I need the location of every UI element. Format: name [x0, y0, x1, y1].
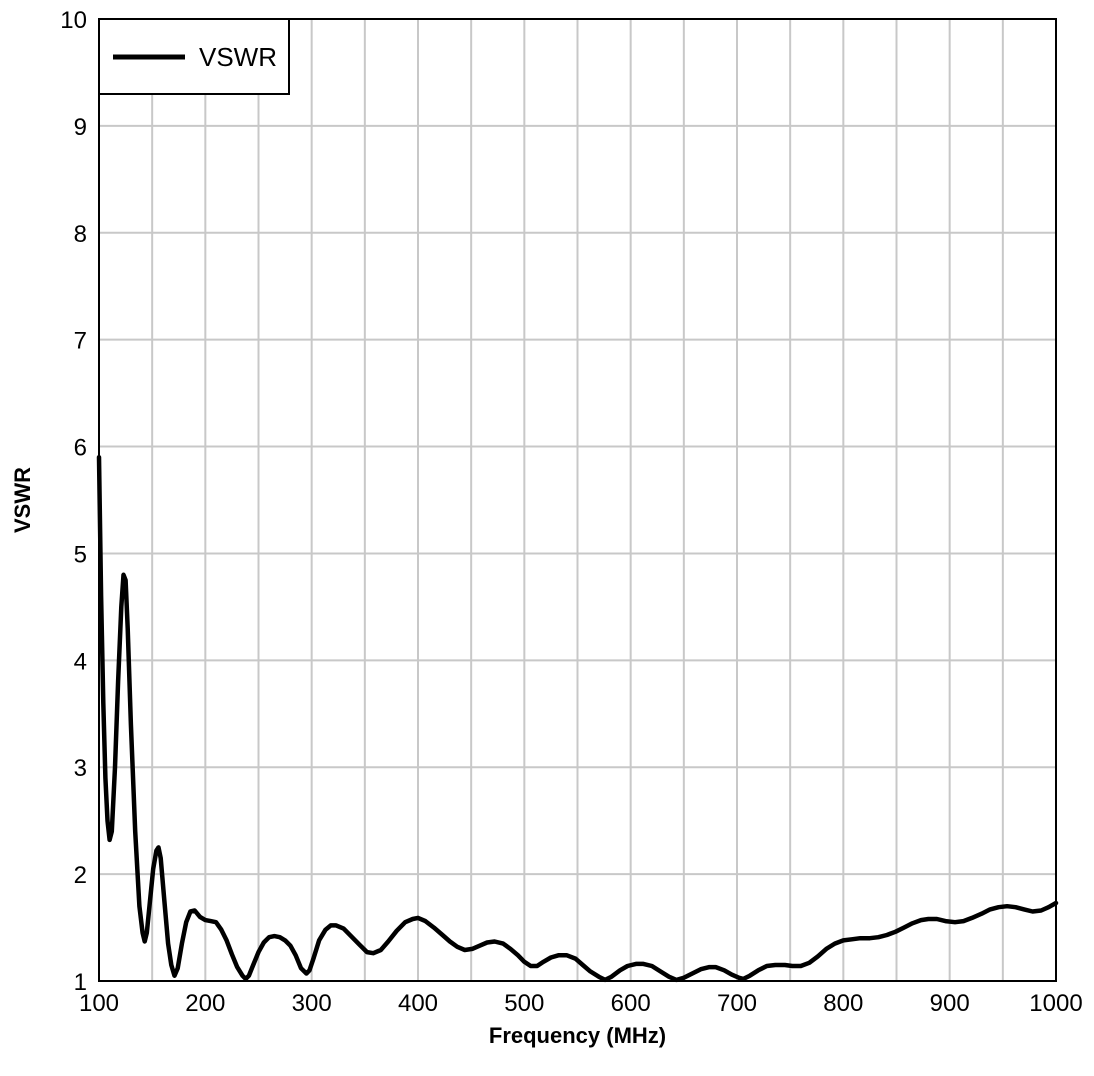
y-tick-label: 3	[74, 755, 87, 782]
y-axis-title: VSWR	[10, 467, 35, 533]
x-tick-label: 200	[185, 990, 225, 1017]
y-tick-label: 7	[74, 328, 87, 355]
y-tick-label: 1	[74, 969, 87, 996]
x-tick-label: 100	[79, 990, 119, 1017]
y-tick-label: 2	[74, 862, 87, 889]
grid	[99, 19, 1056, 981]
y-tick-label: 5	[74, 541, 87, 568]
y-tick-label: 10	[60, 7, 87, 34]
plot-frame	[98, 18, 1057, 982]
tick-labels: 100 200 300 400 500 600 700 800 900 1000 1 2 3 4 5 6 7 8 9…	[60, 7, 1082, 1017]
x-tick-label: 1000	[1029, 990, 1082, 1017]
x-tick-label: 300	[292, 990, 332, 1017]
y-tick-label: 4	[74, 648, 87, 675]
y-tick-label: 9	[74, 114, 87, 141]
x-tick-label: 600	[611, 990, 651, 1017]
x-tick-label: 500	[504, 990, 544, 1017]
x-axis-title: Frequency (MHz)	[489, 1023, 666, 1048]
legend: VSWR	[98, 18, 290, 95]
x-tick-label: 400	[398, 990, 438, 1017]
series-line-vswr	[96, 454, 1059, 983]
x-tick-label: 800	[823, 990, 863, 1017]
legend-label-vswr: VSWR	[199, 42, 277, 72]
y-tick-label: 6	[74, 435, 87, 462]
y-tick-label: 8	[74, 221, 87, 248]
x-tick-label: 700	[717, 990, 757, 1017]
x-tick-label: 900	[930, 990, 970, 1017]
